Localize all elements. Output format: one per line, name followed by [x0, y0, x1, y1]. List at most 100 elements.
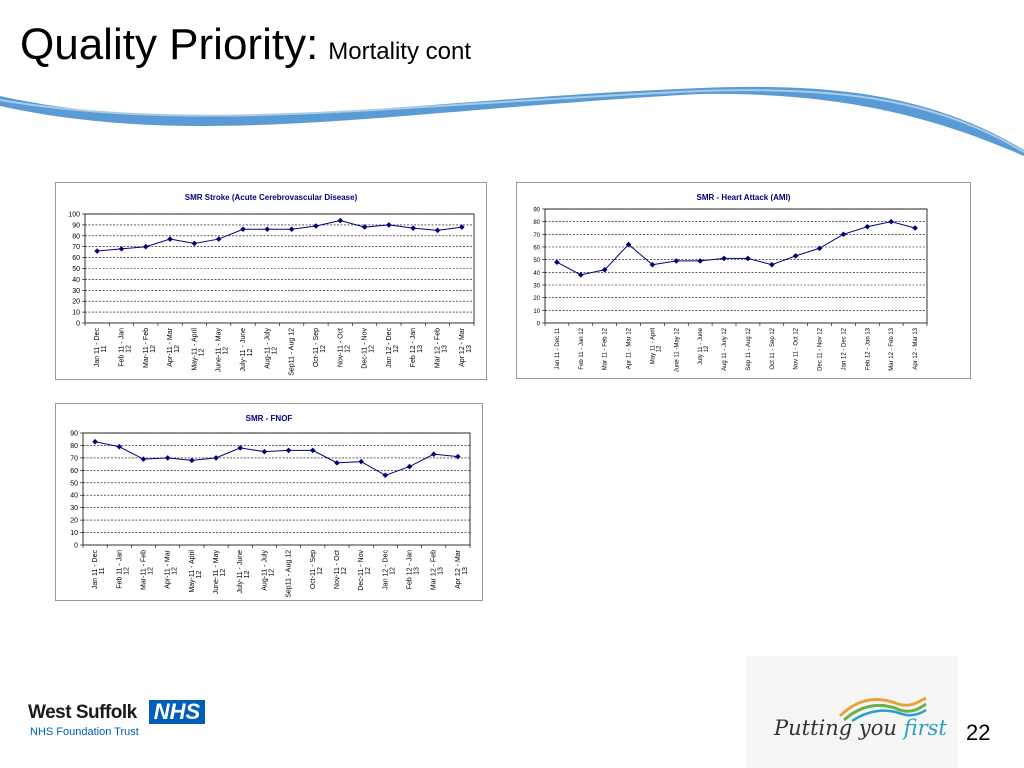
svg-text:Jan 11 - Dec 11: Jan 11 - Dec 11 [555, 327, 561, 369]
data-point [721, 255, 727, 262]
x-tick-label: Feb 12 - Jan 13 [410, 328, 424, 367]
svg-text:12: 12 [196, 571, 203, 579]
data-point [142, 243, 149, 250]
x-tick-label: Aug-11 - July 12 [264, 328, 278, 369]
y-tick-label: 90 [533, 208, 540, 214]
svg-text:Feb 11 - Jan 12: Feb 11 - Jan 12 [579, 327, 585, 369]
svg-text:12: 12 [365, 567, 372, 575]
data-point [912, 225, 918, 231]
svg-text:Nov 11 - Oct 12: Nov 11 - Oct 12 [794, 327, 800, 369]
x-tick-label: Apr-11 - Mar 12 [167, 327, 181, 366]
data-point [410, 225, 417, 231]
svg-text:Jan 11 - Dec: Jan 11 - Dec [92, 550, 99, 590]
x-tick-label: June-11 - May 12 [216, 328, 230, 373]
data-point [358, 458, 364, 465]
x-tick-label: Sep11 - Aug 12 [289, 328, 296, 376]
svg-text:Dec-11 - Nov: Dec-11 - Nov [358, 550, 365, 591]
x-tick-label: Oct-11 - Sep 12 [310, 550, 324, 589]
svg-text:Sep11 - Aug 12: Sep11 - Aug 12 [286, 550, 293, 598]
x-tick-label: Nov-11 - Oct 12 [334, 550, 348, 589]
svg-text:June 11 -May 12: June 11 -May 12 [674, 327, 680, 372]
svg-text:12: 12 [656, 345, 662, 352]
data-point [840, 231, 847, 238]
svg-text:Jan 12 - Dec: Jan 12 - Dec [386, 328, 393, 368]
y-tick-label: 80 [533, 220, 540, 226]
svg-text:Apr 12 - Mar: Apr 12 - Mar [455, 549, 462, 589]
svg-text:Mar 12 - Feb 13: Mar 12 - Feb 13 [889, 327, 895, 370]
svg-text:12: 12 [123, 567, 130, 575]
series-line [97, 220, 462, 252]
y-tick-label: 100 [68, 212, 80, 219]
svg-text:13: 13 [442, 345, 449, 353]
series-line [556, 221, 916, 276]
svg-text:13: 13 [462, 567, 469, 575]
svg-text:Aug 11 - July 12: Aug 11 - July 12 [722, 327, 728, 371]
svg-text:Apr-11 - Mar: Apr-11 - Mar [165, 549, 172, 588]
svg-text:Apr-11 - Mar: Apr-11 - Mar [167, 327, 174, 366]
y-tick-label: 10 [72, 310, 80, 317]
svg-text:12: 12 [393, 345, 400, 353]
svg-text:Oct-11 - Sep: Oct-11 - Sep [313, 328, 320, 367]
svg-text:12: 12 [198, 349, 205, 357]
y-tick-label: 60 [533, 246, 540, 252]
svg-text:Oct-11 - Sep: Oct-11 - Sep [310, 550, 317, 589]
trust-name: West Suffolk [28, 702, 137, 723]
svg-text:Dec 11 - Nov 12: Dec 11 - Nov 12 [818, 327, 824, 371]
x-tick-label: June-11 - May 12 [213, 550, 227, 595]
svg-text:13: 13 [417, 345, 424, 353]
data-point [455, 453, 461, 460]
svg-text:Nov-11 - Oct: Nov-11 - Oct [337, 328, 344, 367]
x-tick-label: Apr-11 - Mar 12 [165, 549, 179, 588]
x-tick-label: May-11 - April 12 [189, 550, 203, 593]
data-point [118, 246, 125, 252]
y-tick-label: 40 [70, 493, 78, 500]
svg-text:12: 12 [244, 571, 251, 579]
chart-smr-heart-attack: SMR - Heart Attack (AMI) 0 10 20 30 40 50 60 70 8… [516, 182, 971, 379]
svg-text:12: 12 [174, 345, 181, 353]
data-point [189, 457, 195, 464]
y-tick-label: 50 [533, 258, 540, 264]
data-point [140, 456, 147, 462]
data-point [578, 272, 584, 278]
y-tick-label: 10 [70, 530, 78, 537]
series-line [94, 441, 458, 476]
svg-text:Feb 12 - Jan 13: Feb 12 - Jan 13 [865, 327, 871, 370]
chart-title: SMR - Heart Attack (AMI) [697, 193, 791, 202]
svg-text:12: 12 [172, 567, 179, 575]
y-tick-label: 90 [70, 431, 78, 438]
svg-text:Oct 11 - Sep 12: Oct 11 - Sep 12 [770, 327, 776, 369]
chart-title: SMR Stroke (Acute Cerebrovascular Diseas… [185, 193, 358, 202]
svg-text:July-11 - June: July-11 - June [240, 328, 247, 372]
x-tick-label: Dec-11 - Nov 12 [358, 550, 372, 591]
svg-text:12: 12 [247, 349, 254, 357]
nhs-logo: NHS [149, 700, 205, 724]
strapline-text: Putting you [774, 716, 904, 740]
data-point [288, 226, 295, 233]
svg-text:June-11 - May: June-11 - May [216, 328, 223, 373]
data-point [816, 245, 823, 252]
data-point [261, 448, 268, 455]
y-tick-label: 60 [72, 255, 80, 262]
y-tick-label: 30 [533, 284, 540, 290]
data-point [264, 226, 271, 233]
y-tick-label: 70 [533, 233, 540, 239]
west-suffolk-logo: West Suffolk NHS NHS Foundation Trust [28, 700, 208, 742]
x-tick-label: Apr 11 - Mar 12 [627, 327, 633, 369]
y-tick-label: 90 [72, 222, 80, 229]
y-tick-label: 0 [74, 543, 78, 550]
svg-text:Sep11 - Aug 12: Sep11 - Aug 12 [289, 328, 296, 376]
x-tick-label: Nov 11 - Oct 12 [794, 327, 800, 369]
data-point [240, 226, 246, 233]
svg-text:12: 12 [268, 569, 275, 577]
y-tick-label: 20 [72, 299, 80, 306]
x-tick-label: May 11 - April 12 [650, 328, 662, 364]
trust-subtitle: NHS Foundation Trust [30, 726, 139, 738]
data-point [792, 253, 799, 259]
svg-text:12: 12 [147, 567, 154, 575]
svg-text:May-11 - April: May-11 - April [191, 328, 198, 371]
svg-text:Mar 12 - Feb: Mar 12 - Feb [435, 328, 442, 368]
svg-text:12: 12 [369, 345, 376, 353]
y-tick-label: 40 [533, 271, 540, 277]
svg-text:13: 13 [414, 567, 421, 575]
svg-text:Dec-11 - Nov: Dec-11 - Nov [362, 328, 369, 369]
